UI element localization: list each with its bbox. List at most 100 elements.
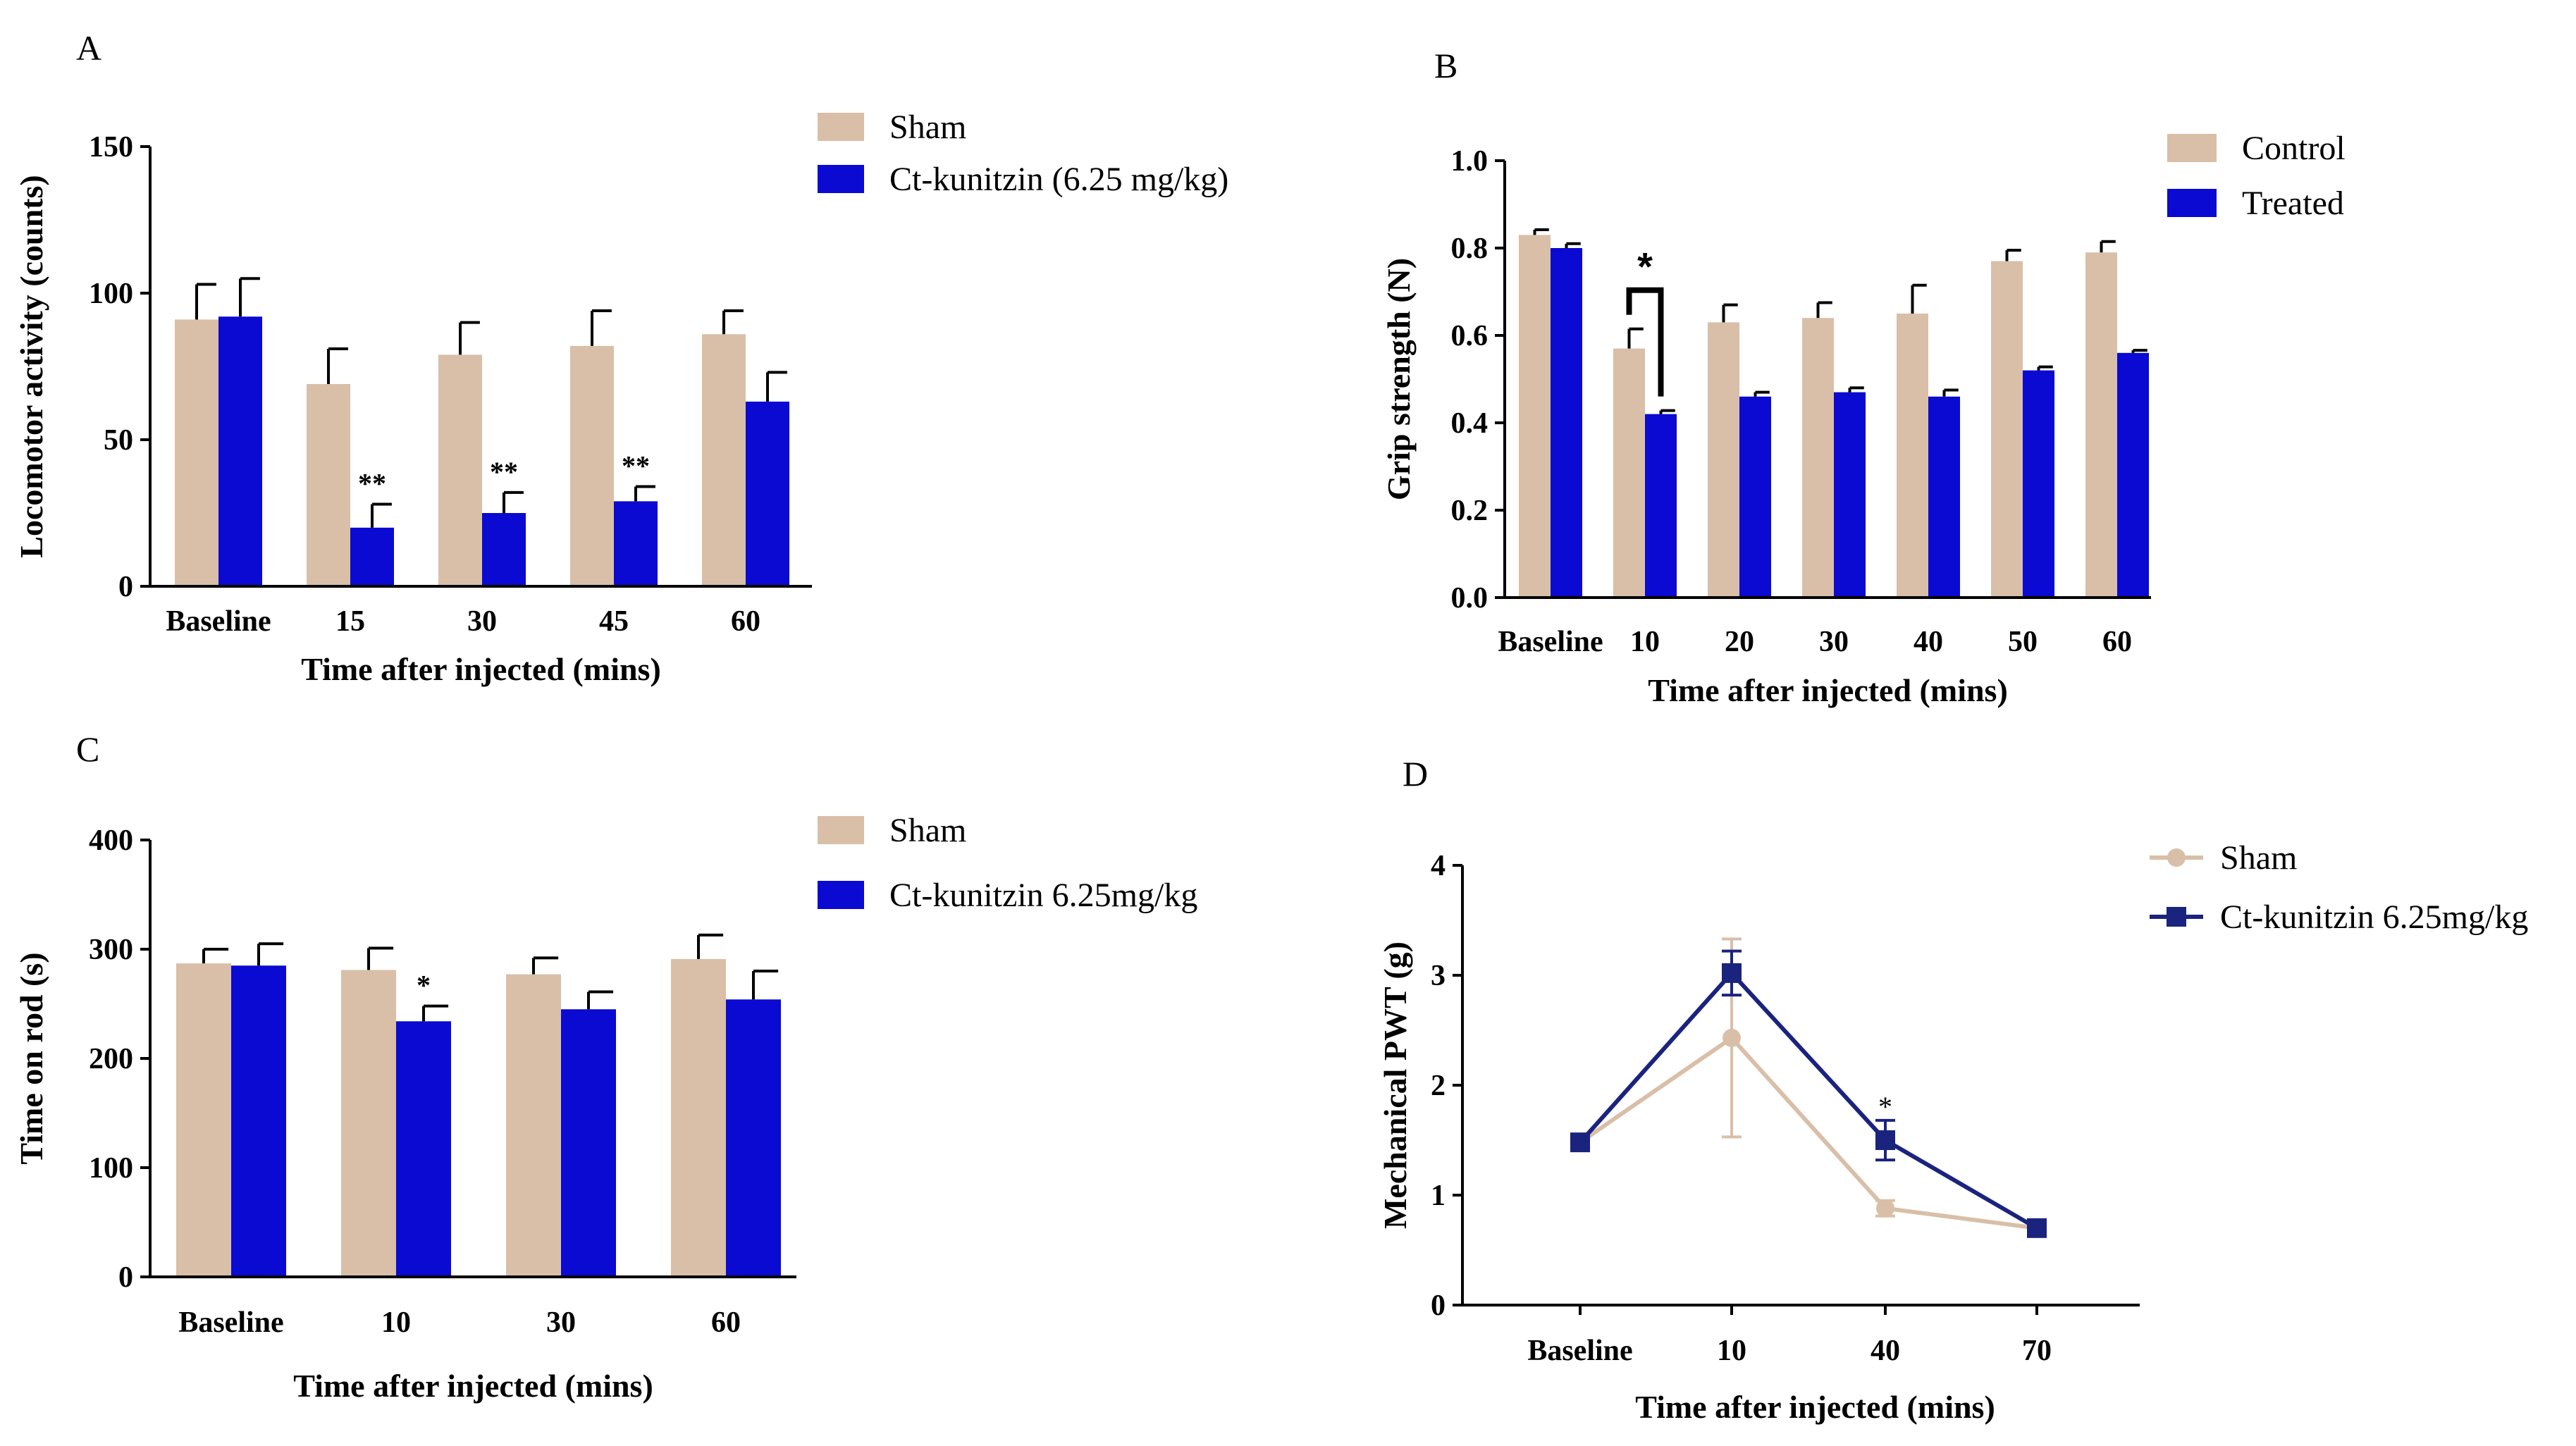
significance-marker: *: [417, 970, 431, 1001]
bar: [1834, 392, 1866, 598]
y-tick-label: 2: [1431, 1070, 1446, 1102]
panel-letter: B: [1434, 46, 1458, 85]
y-tick-label: 200: [89, 1043, 133, 1075]
y-tick-label: 0: [118, 571, 133, 603]
x-tick-label: 10: [1717, 1335, 1746, 1367]
series-line: [1578, 970, 2038, 1230]
y-tick-label: 50: [104, 424, 133, 457]
bar: [561, 1009, 616, 1277]
y-tick-label: 150: [89, 131, 133, 163]
bar: [746, 401, 789, 586]
bar: [1928, 396, 1960, 598]
data-point: [1876, 1199, 1894, 1218]
significance-bracket: [1626, 287, 1664, 397]
legend-swatch: [818, 113, 864, 141]
bar: [1897, 314, 1928, 598]
y-tick-label: 1.0: [1451, 145, 1489, 178]
x-tick-label: 45: [599, 605, 629, 638]
bar: [1551, 248, 1582, 598]
significance-marker: **: [358, 468, 386, 500]
x-tick-label: 50: [2008, 626, 2038, 658]
bar: [341, 970, 396, 1277]
bar: [2117, 352, 2149, 598]
y-tick-label: 0.0: [1451, 582, 1489, 614]
bar: [726, 999, 781, 1277]
x-tick-label: 30: [546, 1306, 576, 1339]
x-tick-label: 30: [467, 605, 497, 638]
x-tick-label: 20: [1725, 626, 1754, 658]
y-tick-label: 1: [1431, 1180, 1446, 1212]
panel-b: B 0.0 0.2 0.4 0.6 0.8 1.0 Baseline 10 20 30 40 50 60 T…: [1381, 46, 2346, 708]
bar: [1739, 396, 1771, 598]
bar: [506, 974, 561, 1277]
bar: [176, 963, 231, 1277]
panel-letter: D: [1403, 754, 1428, 793]
y-tick-label: 100: [89, 1152, 133, 1185]
bar: [614, 501, 658, 586]
bar: [231, 965, 286, 1277]
x-tick-label: 60: [2102, 626, 2132, 658]
y-tick-label: 400: [89, 824, 133, 857]
legend-swatch: [818, 881, 864, 909]
x-tick-label: 60: [711, 1306, 741, 1339]
bar: [1802, 318, 1834, 598]
y-tick-label: 0.8: [1451, 233, 1489, 265]
bar: [2023, 370, 2054, 598]
data-point: [1570, 1132, 1590, 1153]
y-tick-label: 300: [89, 934, 133, 966]
x-axis-title: Time after injected (mins): [293, 1368, 653, 1404]
data-point: [1875, 1130, 1895, 1150]
legend-label: Sham: [889, 109, 966, 146]
x-tick-label: 70: [2022, 1335, 2052, 1367]
y-tick-label: 4: [1431, 850, 1446, 882]
legend-label: Treated: [2242, 185, 2344, 222]
legend-label: Ct-kunitzin (6.25 mg/kg): [889, 161, 1228, 198]
bar: [482, 513, 526, 586]
y-tick-label: 0.4: [1451, 407, 1489, 440]
x-axis-title: Time after injected (mins): [1648, 672, 2008, 708]
x-tick-label: 10: [381, 1306, 411, 1339]
x-tick-label: Baseline: [166, 605, 271, 638]
legend-swatch: [2167, 189, 2217, 217]
bar: [570, 345, 614, 586]
bar: [175, 319, 218, 586]
bar: [1519, 235, 1551, 598]
legend-swatch: [818, 165, 864, 193]
y-axis-title: Locomotor activity (counts): [13, 175, 49, 557]
x-tick-label: Baseline: [1527, 1335, 1632, 1367]
panel-letter: C: [76, 729, 99, 769]
x-tick-label: 60: [731, 605, 760, 638]
x-axis-title: Time after injected (mins): [301, 651, 661, 687]
y-axis-title: Mechanical PWT (g): [1377, 941, 1413, 1229]
panel-c: C 0 100 200 300 400 Baseline 10 30 60 Time after i…: [13, 729, 1197, 1404]
bar: [1645, 414, 1677, 598]
legend-label: Sham: [889, 812, 966, 849]
bar: [307, 383, 350, 586]
significance-marker: **: [622, 450, 650, 482]
legend-label: Ct-kunitzin 6.25mg/kg: [889, 877, 1197, 914]
x-tick-label: Baseline: [178, 1306, 283, 1339]
legend-label: Sham: [2220, 839, 2297, 877]
y-tick-label: 0: [1431, 1290, 1446, 1322]
significance-marker: *: [1637, 245, 1653, 289]
legend-swatch: [2167, 134, 2217, 162]
bar: [1991, 261, 2023, 598]
x-tick-label: 10: [1630, 626, 1660, 658]
y-tick-label: 0.2: [1451, 495, 1489, 527]
x-tick-label: 30: [1819, 626, 1849, 658]
bar: [396, 1021, 451, 1277]
legend-marker: [2167, 907, 2186, 927]
legend-label: Ct-kunitzin 6.25mg/kg: [2220, 898, 2528, 936]
x-tick-label: Baseline: [1498, 626, 1603, 658]
series-line: [1579, 1034, 2038, 1230]
data-point: [2027, 1218, 2047, 1238]
bar: [1708, 322, 1739, 598]
legend-swatch: [818, 816, 864, 844]
x-tick-label: 40: [1871, 1335, 1900, 1367]
bar: [671, 958, 726, 1277]
x-axis-title: Time after injected (mins): [1635, 1389, 1995, 1425]
bar: [438, 354, 482, 586]
panel-a: A 0 50 100 150 Baseline 15 30 45 60 Time after inj…: [13, 28, 1228, 687]
panel-d: D 0 1 2 3 4 Baseline 10 40 70 Time after injected …: [1377, 754, 2528, 1425]
